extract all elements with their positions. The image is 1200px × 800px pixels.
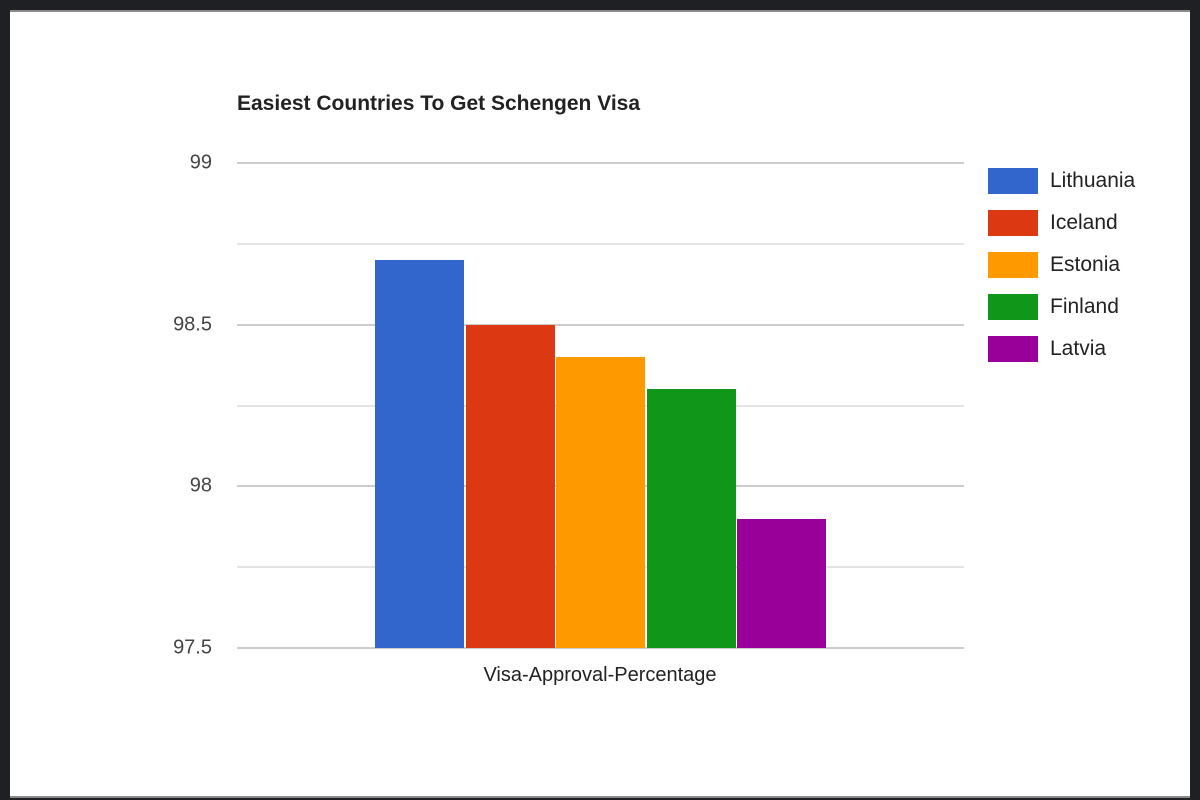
legend-item-finland[interactable]: Finland — [988, 286, 1135, 328]
gridline-minor — [237, 242, 964, 245]
legend-label: Iceland — [1050, 211, 1118, 234]
legend-label: Latvia — [1050, 337, 1107, 360]
legend-item-iceland[interactable]: Iceland — [988, 202, 1135, 244]
legend-swatch — [988, 210, 1038, 236]
gridline-major — [237, 323, 964, 326]
y-tick-label: 97.5 — [173, 636, 212, 659]
gridline-major — [237, 647, 964, 649]
gridline-major — [237, 162, 964, 164]
y-tick-label: 98.5 — [173, 313, 212, 336]
y-tick-label: 98 — [189, 474, 212, 497]
legend-swatch — [988, 294, 1038, 320]
legend-label: Lithuania — [1050, 169, 1136, 192]
chart-title: Easiest Countries To Get Schengen Visa — [237, 92, 641, 115]
legend-item-estonia[interactable]: Estonia — [988, 244, 1135, 286]
legend-swatch — [988, 168, 1038, 194]
legend-item-latvia[interactable]: Latvia — [988, 328, 1135, 370]
legend-swatch — [988, 336, 1038, 362]
legend-label: Estonia — [1050, 253, 1121, 276]
legend-item-lithuania[interactable]: Lithuania — [988, 160, 1135, 202]
legend: Lithuania Iceland Estonia Finland Latvia — [988, 160, 1135, 370]
bar-latvia[interactable] — [737, 518, 826, 648]
y-tick-label: 99 — [189, 151, 212, 174]
bar-finland[interactable] — [646, 389, 736, 648]
bar-lithuania[interactable] — [375, 260, 464, 648]
bar-iceland[interactable] — [465, 324, 555, 648]
legend-label: Finland — [1050, 295, 1119, 318]
x-axis-label: Visa-Approval-Percentage — [483, 664, 717, 686]
legend-swatch — [988, 252, 1038, 278]
bar-estonia[interactable] — [556, 357, 645, 648]
